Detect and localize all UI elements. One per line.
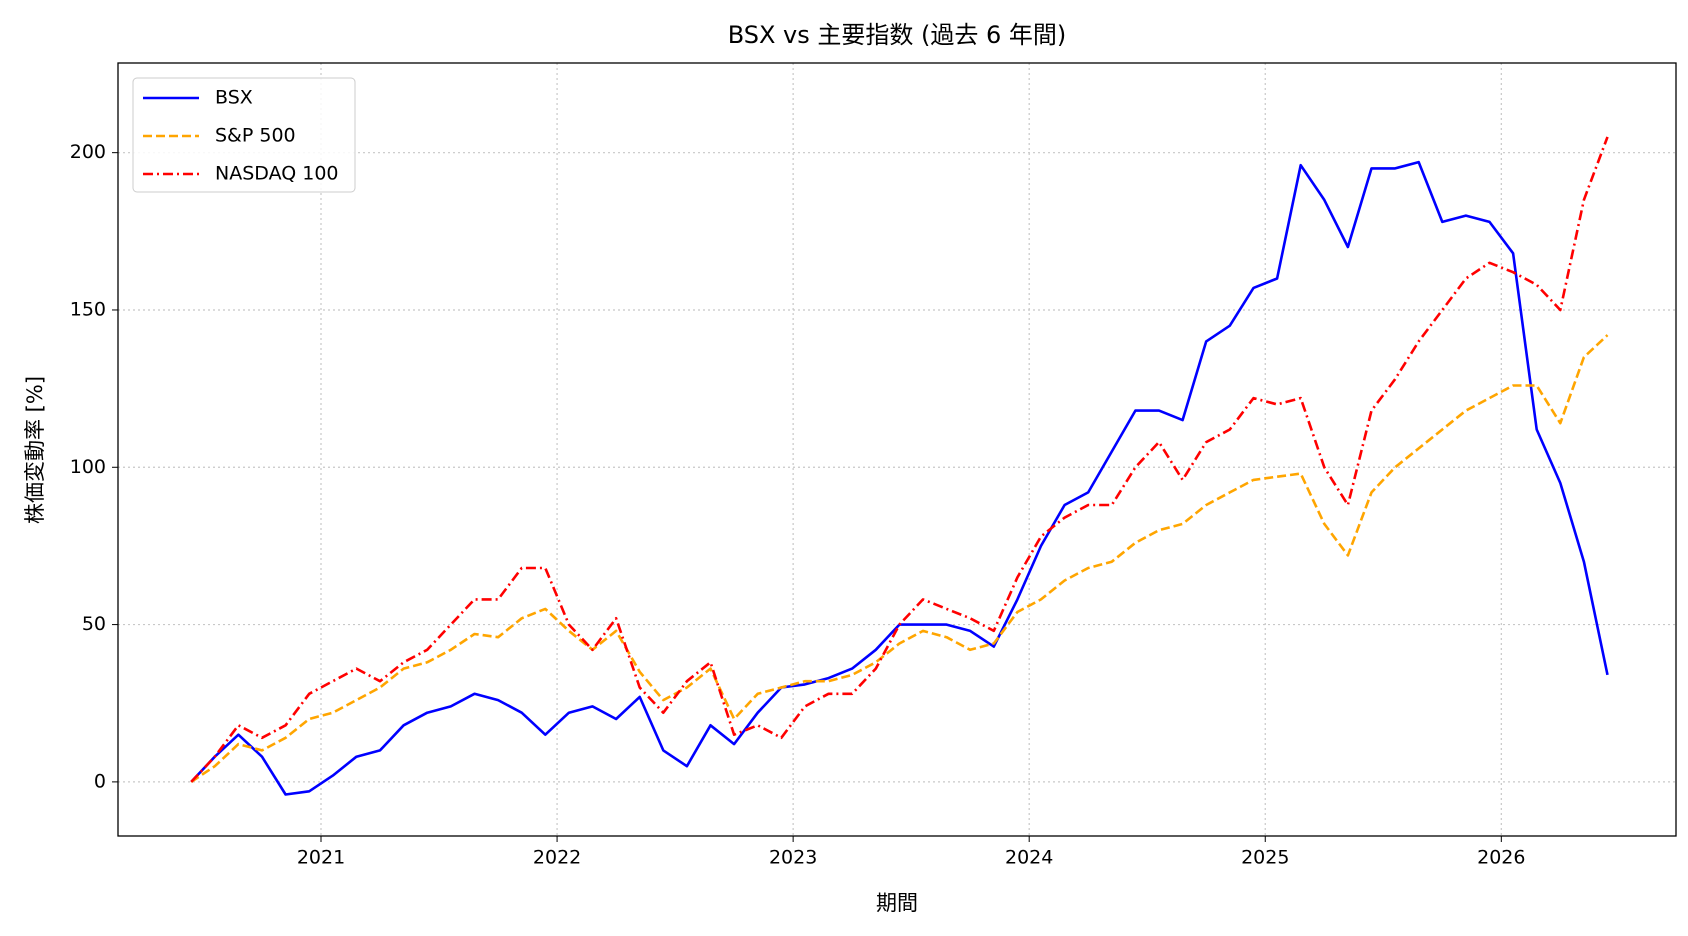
y-axis-label: 株価変動率 [%]	[23, 376, 47, 524]
y-tick-label: 0	[94, 770, 106, 792]
legend-label: NASDAQ 100	[215, 163, 339, 185]
x-tick-label: 2022	[533, 847, 581, 869]
series-line	[190, 334, 1609, 783]
y-tick-label: 150	[70, 298, 106, 320]
y-tick-label: 100	[70, 456, 106, 478]
legend-box	[132, 77, 356, 193]
legend-label: BSX	[215, 87, 253, 109]
x-tick-label: 2025	[1241, 847, 1289, 869]
y-tick-label: 50	[82, 613, 106, 635]
legend-label: S&P 500	[215, 125, 296, 147]
plot-frame	[117, 62, 1677, 837]
series-line	[190, 136, 1609, 783]
x-tick-label: 2021	[297, 847, 345, 869]
y-tick-label: 200	[70, 141, 106, 163]
series-line	[190, 160, 1609, 796]
x-axis-label: 期間	[876, 891, 918, 915]
x-tick-label: 2026	[1477, 847, 1525, 869]
x-tick-label: 2023	[769, 847, 817, 869]
chart-title: BSX vs 主要指数 (過去 6 年間)	[728, 21, 1067, 49]
x-tick-label: 2024	[1005, 847, 1053, 869]
